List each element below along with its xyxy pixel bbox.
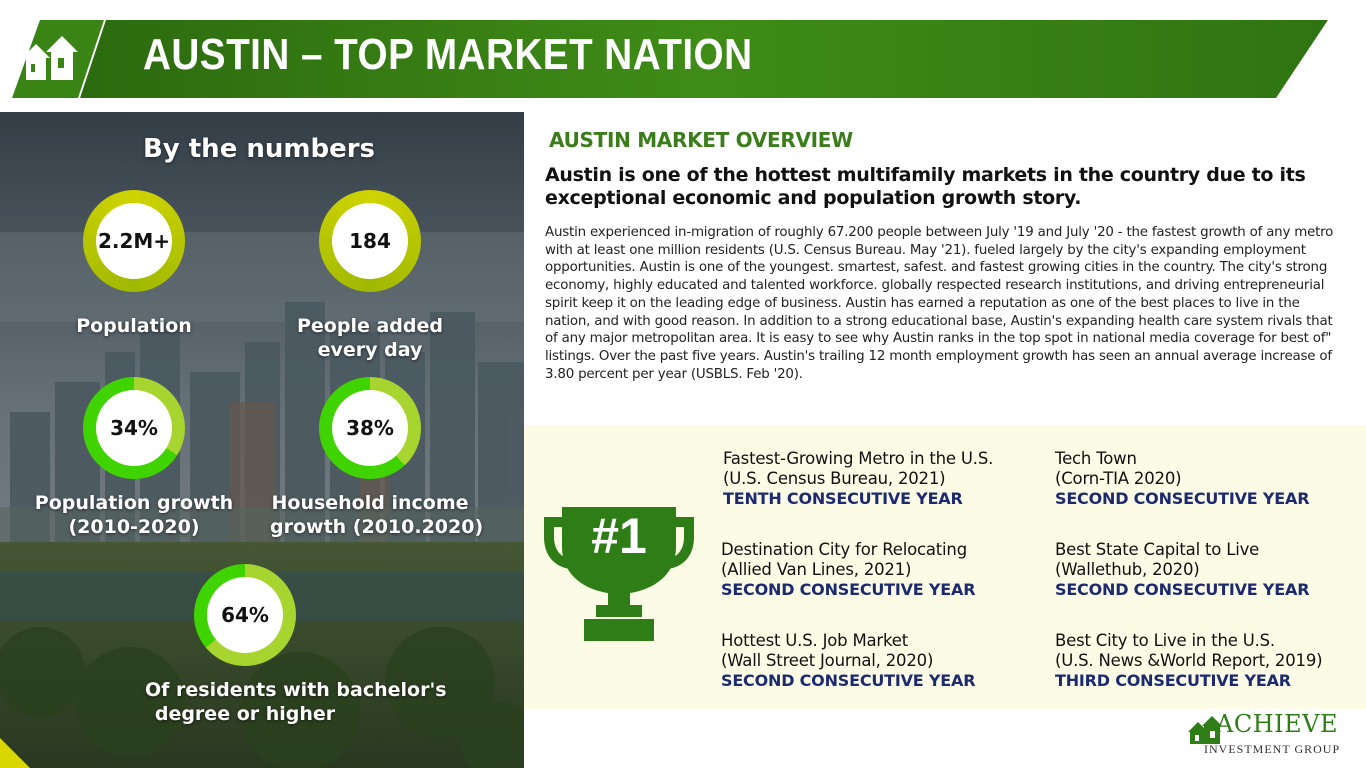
award-title: Fastest-Growing Metro in the U.S.	[723, 449, 994, 468]
award-source: (U.S. News &World Report, 2019)	[1055, 651, 1323, 670]
award-item: Best City to Live in the U.S. (U.S. News…	[1055, 631, 1366, 691]
header-banner	[12, 20, 1328, 98]
award-source: (Allied Van Lines, 2021)	[721, 560, 912, 579]
stat-ring: 38%	[319, 377, 421, 479]
logo-word: CHIEVE	[1233, 710, 1338, 738]
title-bar	[80, 20, 1328, 98]
award-item: Tech Town (Corn-TIA 2020) SECOND CONSECU…	[1055, 449, 1366, 509]
award-level: THIRD CONSECUTIVE YEAR	[1055, 671, 1291, 690]
award-title: Tech Town	[1055, 449, 1137, 468]
stat-label-line: degree or higher	[154, 703, 336, 725]
stat-household-income: 38% Household income growth (2010.2020)	[270, 377, 484, 539]
stat-label-line: every day	[317, 339, 423, 361]
stat-label-line: growth (2010.2020)	[270, 516, 484, 538]
stat-ring: 34%	[83, 377, 185, 479]
award-title: Hottest U.S. Job Market	[721, 631, 908, 650]
stat-label-line: Household income	[271, 492, 469, 514]
stat-label-line: (2010-2020)	[68, 516, 200, 538]
award-level: SECOND CONSECUTIVE YEAR	[721, 580, 976, 599]
stat-label-line: Of residents with bachelor's	[145, 679, 447, 701]
stat-population: 2.2M+ Population	[34, 190, 234, 338]
award-title: Best City to Live in the U.S.	[1055, 631, 1275, 650]
stat-value: 184	[332, 203, 408, 279]
corner-accent	[0, 738, 30, 768]
houses-icon	[22, 36, 78, 80]
stat-ring: 2.2M+	[83, 190, 185, 292]
stat-label: Population growth (2010-2020)	[34, 491, 234, 539]
page-title: AUSTIN – TOP MARKET NATION	[143, 30, 753, 79]
stat-population-growth: 34% Population growth (2010-2020)	[34, 377, 234, 539]
stat-people-added: 184 People added every day	[270, 190, 470, 362]
stat-ring: 64%	[194, 564, 296, 666]
award-item: Hottest U.S. Job Market (Wall Street Jou…	[721, 631, 1041, 691]
award-source: (U.S. Census Bureau, 2021)	[723, 469, 946, 488]
stat-label: Of residents with bachelor's degree or h…	[145, 678, 447, 726]
overview-body: Austin experienced in-migration of rough…	[545, 225, 1334, 382]
stat-value: 2.2M+	[96, 203, 172, 279]
stat-ring: 184	[319, 190, 421, 292]
award-source: (Wallethub, 2020)	[1055, 560, 1200, 579]
award-source: (Wall Street Journal, 2020)	[721, 651, 934, 670]
company-logo: ACHIEVE INVESTMENT GROUP	[1186, 710, 1339, 764]
award-item: Destination City for Relocating (Allied …	[721, 540, 1041, 600]
stat-value: 38%	[332, 390, 408, 466]
award-level: SECOND CONSECUTIVE YEAR	[721, 671, 976, 690]
award-item: Fastest-Growing Metro in the U.S. (U.S. …	[723, 449, 1043, 509]
trophy-icon	[544, 507, 694, 641]
logo-subtitle: INVESTMENT GROUP	[1204, 742, 1341, 756]
stat-label: Population	[76, 315, 192, 337]
logo-wordmark: ACHIEVE	[1216, 710, 1338, 738]
stat-label-line: Population growth	[34, 492, 234, 514]
trophy-number: #1	[591, 508, 647, 564]
stat-label: People added every day	[270, 314, 470, 362]
stat-label-line: People added	[297, 315, 443, 337]
overview-title: AUSTIN MARKET OVERVIEW	[549, 128, 853, 152]
numbers-heading: By the numbers	[142, 134, 376, 164]
stat-value: 34%	[96, 390, 172, 466]
award-item: Best State Capital to Live (Wallethub, 2…	[1055, 540, 1366, 600]
rankings-panel: #1 Fastest-Growing Metro in the U.S. (U.…	[524, 425, 1366, 709]
logo-houses-icon	[1188, 716, 1222, 744]
logo-initial: A	[1216, 710, 1234, 738]
award-title: Destination City for Relocating	[721, 540, 967, 559]
award-title: Best State Capital to Live	[1055, 540, 1260, 559]
numbers-panel: By the numbers 2.2M+ Population 184 Peop…	[0, 112, 524, 768]
overview-lead: Austin is one of the hottest multifamily…	[545, 164, 1306, 209]
stat-bachelors: 64% Of residents with bachelor's degree …	[145, 564, 447, 726]
stat-value: 64%	[207, 577, 283, 653]
award-source: (Corn-TIA 2020)	[1055, 469, 1182, 488]
award-level: SECOND CONSECUTIVE YEAR	[1055, 580, 1310, 599]
award-level: TENTH CONSECUTIVE YEAR	[723, 489, 963, 508]
stat-label: Household income growth (2010.2020)	[270, 491, 484, 539]
award-level: SECOND CONSECUTIVE YEAR	[1055, 489, 1310, 508]
